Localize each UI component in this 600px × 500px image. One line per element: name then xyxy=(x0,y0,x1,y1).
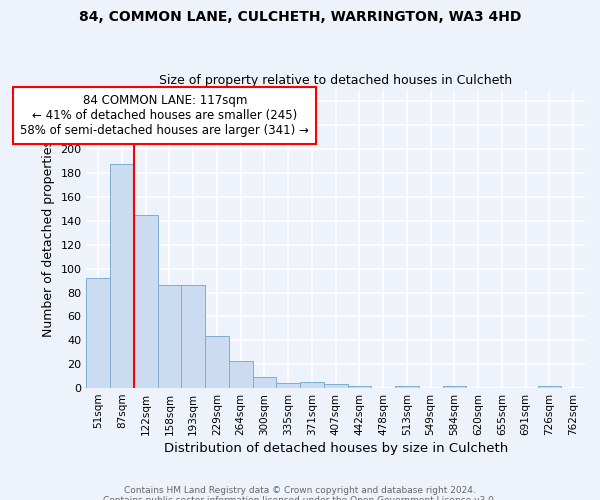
Text: 84 COMMON LANE: 117sqm
← 41% of detached houses are smaller (245)
58% of semi-de: 84 COMMON LANE: 117sqm ← 41% of detached… xyxy=(20,94,309,138)
Text: 84, COMMON LANE, CULCHETH, WARRINGTON, WA3 4HD: 84, COMMON LANE, CULCHETH, WARRINGTON, W… xyxy=(79,10,521,24)
Bar xyxy=(300,382,324,388)
Bar xyxy=(538,386,561,388)
Bar xyxy=(229,360,253,388)
Title: Size of property relative to detached houses in Culcheth: Size of property relative to detached ho… xyxy=(159,74,512,87)
Bar xyxy=(443,386,466,388)
Text: Contains public sector information licensed under the Open Government Licence v3: Contains public sector information licen… xyxy=(103,496,497,500)
Bar xyxy=(277,384,300,388)
Bar xyxy=(395,386,419,388)
Bar xyxy=(134,215,158,388)
Bar xyxy=(110,164,134,388)
Text: Contains HM Land Registry data © Crown copyright and database right 2024.: Contains HM Land Registry data © Crown c… xyxy=(124,486,476,495)
Bar xyxy=(86,278,110,388)
Bar xyxy=(324,384,347,388)
Bar xyxy=(347,386,371,388)
Bar xyxy=(205,336,229,388)
Bar xyxy=(158,286,181,388)
Bar xyxy=(253,378,277,388)
Bar xyxy=(181,286,205,388)
Y-axis label: Number of detached properties: Number of detached properties xyxy=(41,140,55,338)
X-axis label: Distribution of detached houses by size in Culcheth: Distribution of detached houses by size … xyxy=(164,442,508,455)
